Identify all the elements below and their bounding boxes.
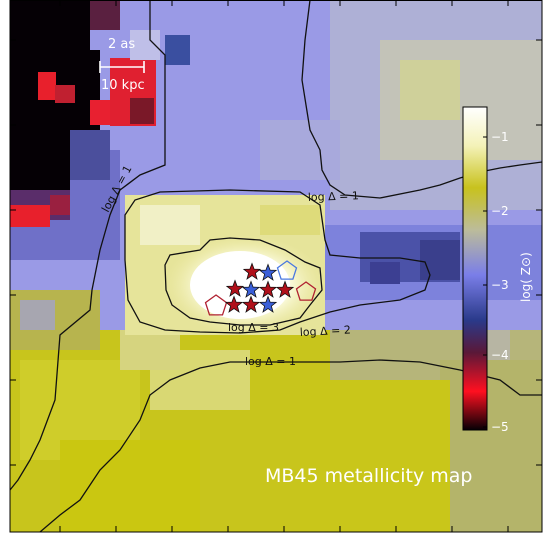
contour-log-delta-3 bbox=[164, 237, 323, 326]
star-marker-blue bbox=[241, 280, 261, 298]
star-marker-blue bbox=[258, 263, 278, 281]
colorbar-axis-label: log( Z⊙) bbox=[519, 252, 533, 302]
scale-bar-angular-label: 2 as bbox=[108, 37, 135, 52]
pentagon-marker-red bbox=[295, 281, 317, 301]
contour-label-log-delta-3: log Δ = 3 bbox=[228, 321, 279, 334]
contour-log-delta-2 bbox=[124, 189, 431, 334]
star-marker-red bbox=[241, 295, 261, 313]
plot-frame bbox=[9, 0, 543, 533]
colorbar-tick-label-2: −2 bbox=[491, 204, 509, 218]
contour-log-delta-1-left bbox=[10, 0, 166, 491]
colorbar-gradient bbox=[462, 106, 488, 431]
scale-bar-physical-label: 10 kpc bbox=[101, 78, 145, 93]
contour-label-log-delta-1-upper: log Δ = 1 bbox=[308, 189, 359, 204]
star-marker-red bbox=[225, 279, 245, 297]
scale-bar: 2 as 10 kpc bbox=[99, 37, 145, 93]
star-marker-red bbox=[224, 295, 244, 313]
star-marker-red bbox=[275, 280, 295, 298]
contour-label-log-delta-1-lower: log Δ = 1 bbox=[245, 355, 296, 368]
contour-log-delta-1-upper bbox=[301, 0, 542, 199]
pentagon-marker-blue bbox=[276, 260, 298, 280]
colorbar-tick-label-5: −5 bbox=[491, 420, 509, 434]
pentagon-marker-red bbox=[204, 294, 228, 316]
colorbar-tick-label-1: −1 bbox=[491, 130, 509, 144]
metallicity-map bbox=[10, 0, 542, 532]
star-marker-blue bbox=[258, 295, 278, 313]
colorbar-ticks bbox=[483, 136, 487, 428]
colorbar-tick-label-3: −3 bbox=[491, 278, 509, 292]
contour-log-delta-1-lower bbox=[39, 359, 542, 532]
star-marker-red bbox=[242, 262, 262, 280]
markers bbox=[204, 260, 317, 316]
frame-ticks bbox=[10, 0, 542, 532]
density-contours bbox=[10, 0, 542, 532]
colorbar: −1 −2 −3 −4 −5 log( Z⊙) bbox=[462, 106, 533, 434]
map-caption: MB45 metallicity map bbox=[265, 465, 472, 487]
star-marker-red bbox=[258, 280, 278, 298]
colorbar-tick-label-4: −4 bbox=[491, 348, 509, 362]
contour-label-log-delta-2: log Δ = 2 bbox=[299, 323, 351, 339]
